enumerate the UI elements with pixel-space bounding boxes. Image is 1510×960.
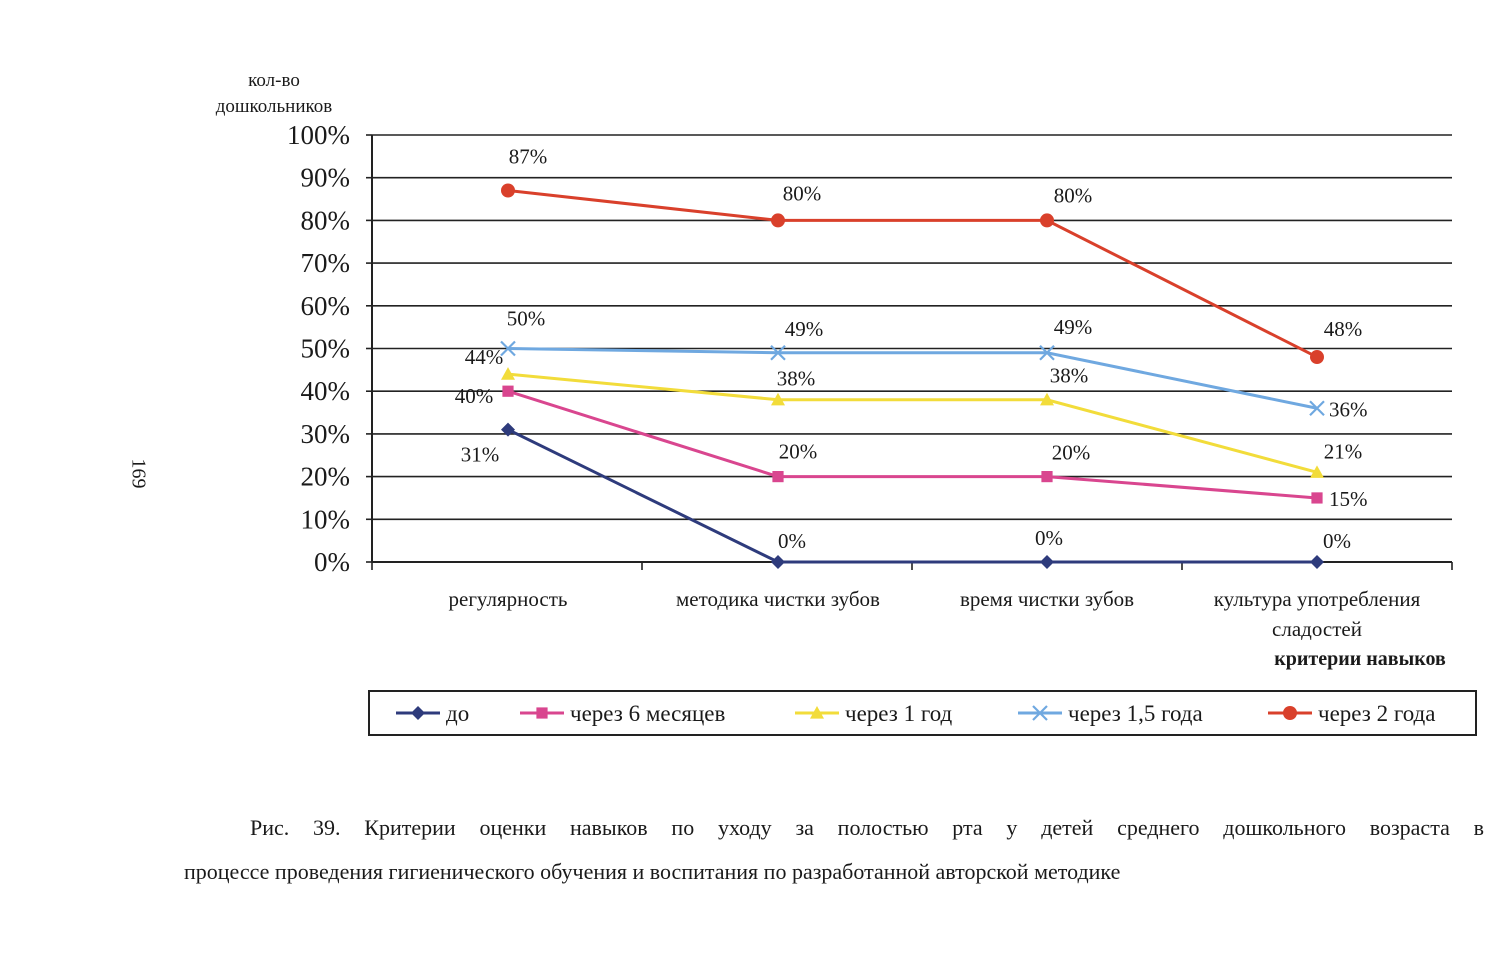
data-label: 87% — [509, 145, 548, 169]
data-label: 20% — [779, 440, 818, 464]
series-line-4 — [507, 189, 1318, 359]
data-point — [1310, 465, 1324, 478]
y-tick-label: 80% — [301, 205, 351, 235]
data-label: 0% — [1323, 529, 1351, 553]
x-tick-label: время чистки зубов — [960, 587, 1134, 611]
x-tick-label: регулярность — [449, 587, 568, 611]
data-label: 49% — [1054, 315, 1093, 339]
y-axis-label: кол-во дошкольников — [190, 68, 358, 120]
series-line-2 — [507, 372, 1318, 474]
data-label: 50% — [507, 307, 546, 331]
series-line-1 — [507, 389, 1318, 500]
data-point — [1041, 471, 1053, 483]
data-label: 20% — [1052, 441, 1091, 465]
legend-marker — [1032, 705, 1048, 721]
data-label: 31% — [461, 443, 500, 467]
legend-marker — [536, 707, 548, 719]
x-tick-label: методика чистки зубов — [676, 587, 880, 611]
data-label: 38% — [777, 367, 816, 391]
y-axis-label-line1: кол-во — [248, 70, 300, 91]
data-point — [1040, 213, 1054, 228]
y-tick-label: 40% — [301, 376, 351, 406]
data-point — [1310, 555, 1324, 569]
data-label: 0% — [1035, 526, 1063, 550]
data-point — [1040, 555, 1054, 569]
data-point — [501, 183, 515, 198]
data-point — [772, 471, 784, 483]
y-tick-label: 60% — [301, 291, 351, 321]
figure-caption: Рис. 39. Критерии оценки навыков по уход… — [184, 806, 1484, 894]
legend-marker — [1283, 706, 1297, 720]
legend-label: до — [446, 701, 469, 726]
data-label: 44% — [465, 345, 504, 369]
data-point — [500, 340, 516, 357]
data-label: 36% — [1329, 397, 1368, 421]
legend-label: через 2 года — [1318, 701, 1435, 726]
legend-marker — [411, 706, 425, 720]
data-label: 80% — [783, 181, 822, 205]
data-point — [770, 344, 786, 361]
y-axis-label-line2: дошкольников — [215, 96, 333, 117]
data-point — [502, 385, 514, 397]
y-tick-label: 70% — [301, 248, 351, 278]
data-point — [771, 555, 785, 569]
data-label: 49% — [785, 317, 824, 341]
data-point — [501, 422, 515, 437]
data-label: 38% — [1050, 364, 1089, 388]
data-point — [501, 367, 515, 380]
y-tick-label: 20% — [301, 462, 351, 492]
x-tick-label: сладостей — [1272, 617, 1362, 641]
series-line-3 — [507, 347, 1318, 410]
series-line-0 — [507, 428, 1317, 564]
data-label: 15% — [1329, 487, 1368, 511]
data-point — [771, 213, 785, 228]
legend-label: через 6 месяцев — [570, 701, 725, 726]
legend-label: через 1 год — [845, 701, 953, 726]
legend-label: через 1,5 года — [1068, 701, 1203, 726]
data-label: 0% — [778, 529, 806, 553]
data-point — [1039, 344, 1055, 361]
caption-line1: Рис. 39. Критерии оценки навыков по уход… — [250, 815, 1484, 840]
data-label: 48% — [1324, 317, 1363, 341]
y-tick-label: 30% — [301, 419, 351, 449]
y-tick-label: 100% — [287, 120, 350, 150]
data-point — [771, 392, 785, 406]
data-point — [1310, 350, 1324, 365]
data-label: 40% — [455, 384, 494, 408]
data-label: 80% — [1054, 183, 1093, 207]
y-tick-label: 90% — [301, 163, 351, 193]
caption-line2: процессе проведения гигиенического обуче… — [184, 859, 1121, 884]
y-tick-label: 50% — [301, 334, 351, 364]
legend-marker — [810, 706, 824, 719]
data-point — [1311, 492, 1323, 504]
data-point — [1309, 400, 1325, 417]
data-point — [1040, 392, 1054, 406]
x-tick-label: культура употребления — [1214, 587, 1421, 611]
x-axis-label: критерии навыков — [1274, 648, 1446, 670]
data-label: 21% — [1324, 439, 1363, 463]
y-tick-label: 10% — [301, 504, 351, 534]
y-tick-label: 0% — [314, 547, 350, 577]
